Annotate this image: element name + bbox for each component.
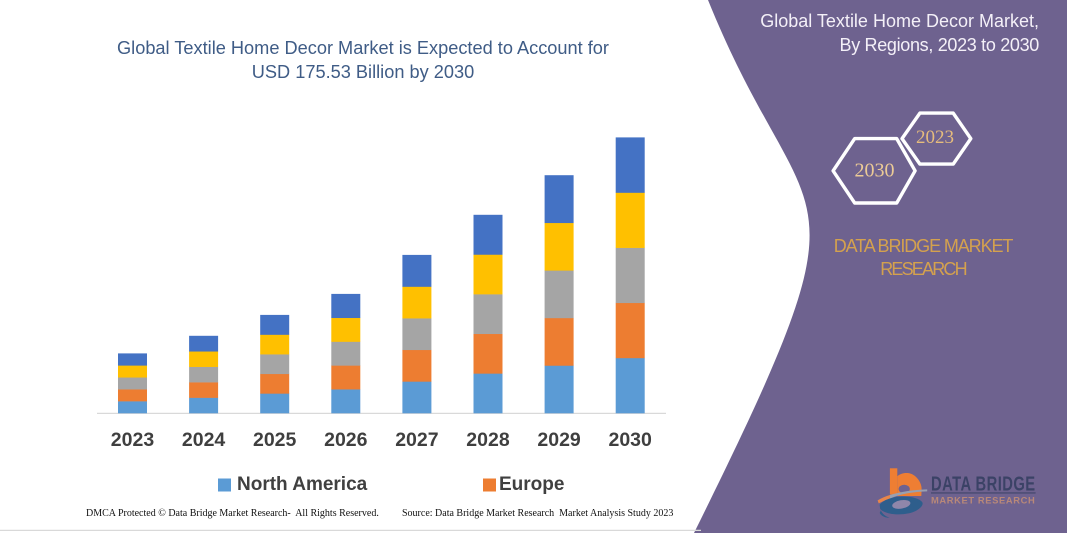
svg-text:MARKET RESEARCH: MARKET RESEARCH — [931, 494, 1035, 505]
svg-text:DATA BRIDGE: DATA BRIDGE — [931, 472, 1036, 495]
